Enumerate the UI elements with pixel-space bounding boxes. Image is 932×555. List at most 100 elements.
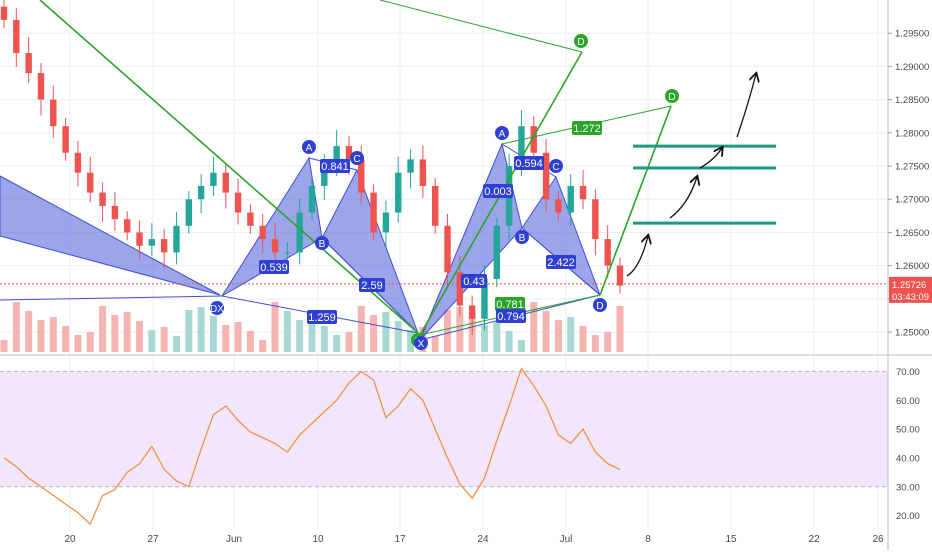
volume-bar-19	[234, 322, 242, 352]
date-tick-label-2: Jun	[226, 534, 242, 545]
volume-bar-9	[111, 315, 119, 352]
ratio-projection-bg	[572, 121, 602, 135]
candle-body-19	[234, 192, 242, 213]
ratio-p2-xb-bg	[461, 274, 487, 288]
volume-bar-7	[86, 332, 94, 352]
volume-bar-12	[148, 330, 156, 352]
arrow-3[interactable]	[699, 148, 722, 169]
candle-body-10	[124, 219, 131, 233]
label-proj-d2-text: D	[668, 92, 675, 103]
label-p2-b-bg	[515, 230, 529, 244]
ratio-p2-bd-text: 2.422	[547, 257, 575, 269]
label-p1-a: A	[302, 140, 316, 154]
ratio-projection-text: 1.272	[573, 123, 601, 135]
countdown-text: 03:43:09	[892, 292, 929, 303]
volume-bar-14	[172, 336, 180, 352]
label-proj-d2: D	[665, 89, 679, 103]
pattern1-xab[interactable]	[221, 156, 323, 297]
date-tick-label-9: 22	[808, 534, 820, 545]
date-tick-label-3: 10	[312, 534, 324, 545]
price-tick-label-7: 1.26000	[895, 261, 929, 272]
volume-bar-41	[505, 331, 513, 352]
candle-body-25	[308, 185, 316, 213]
ratio-p2-bc: 0.003	[483, 184, 513, 198]
label-p2-x-bg	[414, 336, 428, 350]
label-proj-d2-bg	[665, 89, 679, 103]
date-tick-label-10: 26	[872, 534, 884, 545]
pattern-labels-layer: 0.539 0.841 2.59 1.259 0.43 0.594 0.003 2.422 0.…	[210, 34, 679, 350]
ratio-p2-xb: 0.43	[461, 274, 487, 288]
candle-body-46	[567, 185, 574, 213]
date-tick-label-5: 24	[477, 534, 489, 545]
ratio-p2-ac: 0.594	[514, 156, 544, 170]
candle-body-32	[395, 172, 402, 213]
volume-bar-5	[62, 326, 70, 352]
volume-bar-2	[25, 311, 33, 352]
volume-bar-25	[308, 317, 316, 352]
candle-body-22	[271, 239, 279, 253]
arrow-2[interactable]	[669, 177, 697, 219]
arrow-1[interactable]	[626, 236, 648, 277]
volume-bar-48	[591, 335, 599, 352]
candle-body-34	[419, 159, 427, 186]
candle-body-27	[333, 146, 340, 167]
volume-bar-6	[74, 335, 82, 352]
ratio-p1-xd: 1.259	[307, 310, 337, 324]
label-p2-a: A	[495, 126, 509, 140]
volume-bar-45	[554, 320, 562, 352]
trendline-left[interactable]	[0, 295, 223, 301]
price-tick-label-6: 1.26500	[895, 228, 929, 239]
projection-line-big[interactable]	[39, 0, 419, 334]
candle-body-36	[444, 225, 451, 273]
drawings-layer[interactable]	[0, 0, 888, 336]
price-tick-label-2: 1.28500	[895, 95, 929, 106]
volume-bar-35	[431, 336, 439, 352]
ratio-p2-bd-bg	[546, 255, 576, 269]
volume-bar-32	[394, 321, 402, 352]
pattern1-bcd[interactable]	[321, 168, 419, 334]
label-p2-a-text: A	[499, 129, 506, 140]
volume-bar-1	[12, 302, 20, 352]
volume-bar-22	[271, 302, 279, 352]
candle-body-16	[197, 185, 205, 200]
price-tick-label-9: 1.25000	[895, 328, 929, 339]
label-p2-b-text: B	[519, 233, 526, 244]
ratio-p1-ac: 0.841	[320, 159, 350, 173]
pattern2-bcd[interactable]	[521, 175, 601, 296]
candle-body-31	[382, 212, 390, 233]
candle-body-15	[185, 199, 192, 226]
volume-bar-26	[320, 326, 328, 352]
candle-body-3	[37, 73, 45, 100]
volume-bar-37	[456, 307, 464, 352]
candle-body-9	[111, 205, 119, 220]
ratio-p2-xb-text: 0.43	[463, 276, 484, 288]
volume-bar-24	[296, 320, 304, 352]
ratio-p2-xd-bg	[496, 309, 526, 323]
projection-line-top[interactable]	[379, 0, 583, 53]
volume-bar-15	[185, 310, 193, 352]
candle-body-45	[555, 199, 562, 213]
label-p2-c: C	[549, 159, 563, 173]
volume-bar-49	[604, 332, 612, 352]
ratio-p2-xd-green: 0.781	[495, 297, 525, 311]
volume-bar-4	[49, 317, 57, 352]
label-dx: DX	[210, 301, 224, 315]
volume-bar-47	[579, 326, 587, 352]
volume-bar-43	[530, 302, 538, 352]
candle-body-28	[345, 146, 353, 160]
candle-body-48	[592, 199, 599, 240]
volume-bar-44	[542, 311, 550, 352]
arrow-4[interactable]	[736, 74, 756, 138]
label-p1-a-text: A	[306, 143, 313, 154]
candle-body-14	[173, 225, 180, 253]
candle-body-12	[148, 239, 156, 246]
ratio-p2-xd-text: 0.794	[497, 311, 525, 323]
price-tick-label-3: 1.28000	[895, 128, 929, 139]
harmonic-wedge-left[interactable]	[0, 175, 221, 296]
volume-bar-42	[517, 340, 525, 352]
last-price-bg	[889, 276, 932, 303]
projection-line-xd2[interactable]	[599, 105, 672, 296]
ratio-p1-ac-bg	[320, 159, 350, 173]
